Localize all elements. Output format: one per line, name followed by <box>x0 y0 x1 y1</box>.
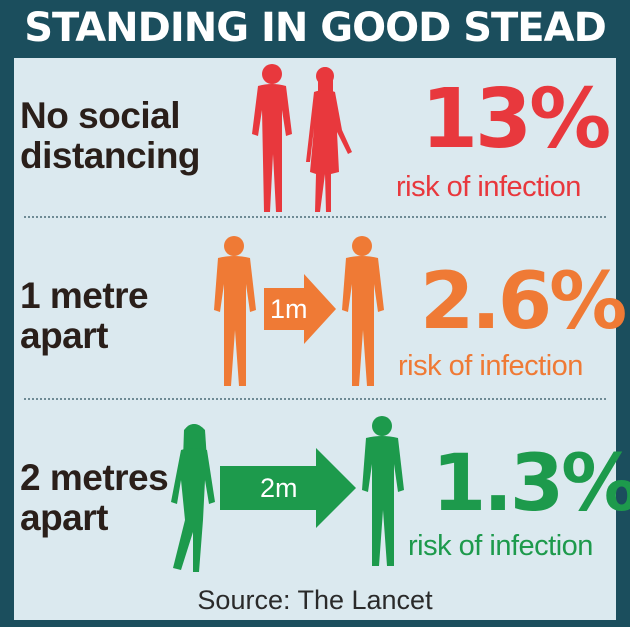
row-divider <box>24 216 606 218</box>
row-label: No social distancing <box>20 95 201 176</box>
man-figure-icon <box>362 416 404 566</box>
risk-text: risk of infection <box>408 530 593 562</box>
content-panel: No social distancing 13% risk of infecti… <box>14 58 630 620</box>
distance-label: 2m <box>260 473 298 503</box>
risk-text: risk of infection <box>396 171 581 203</box>
row-2-metres: 2 metres apart 2m 1.3% risk of infec <box>14 402 630 582</box>
person-right-icon <box>342 236 384 386</box>
risk-percent: 2.6% <box>420 257 627 347</box>
risk-percent: 1.3% <box>432 439 630 529</box>
arrow-1m-icon <box>264 274 336 344</box>
distance-label: 1m <box>270 294 308 324</box>
row-label: 1 metre apart <box>20 275 149 356</box>
woman-figure-icon <box>171 424 215 572</box>
infographic-title: STANDING IN GOOD STEAD <box>24 5 607 51</box>
arrow-2m-icon <box>220 448 356 528</box>
row-1-metre: 1 metre apart 1m 2.6% risk of infection <box>14 220 627 400</box>
row-label: 2 metres apart <box>20 457 169 538</box>
row-divider <box>24 398 606 400</box>
person-left-icon <box>214 236 256 386</box>
risk-percent: 13% <box>421 72 611 167</box>
risk-text: risk of infection <box>398 350 583 382</box>
couple-figures-icon <box>252 64 352 212</box>
row-no-distancing: No social distancing 13% risk of infecti… <box>14 58 616 220</box>
source-note: Source: The Lancet <box>197 585 433 615</box>
